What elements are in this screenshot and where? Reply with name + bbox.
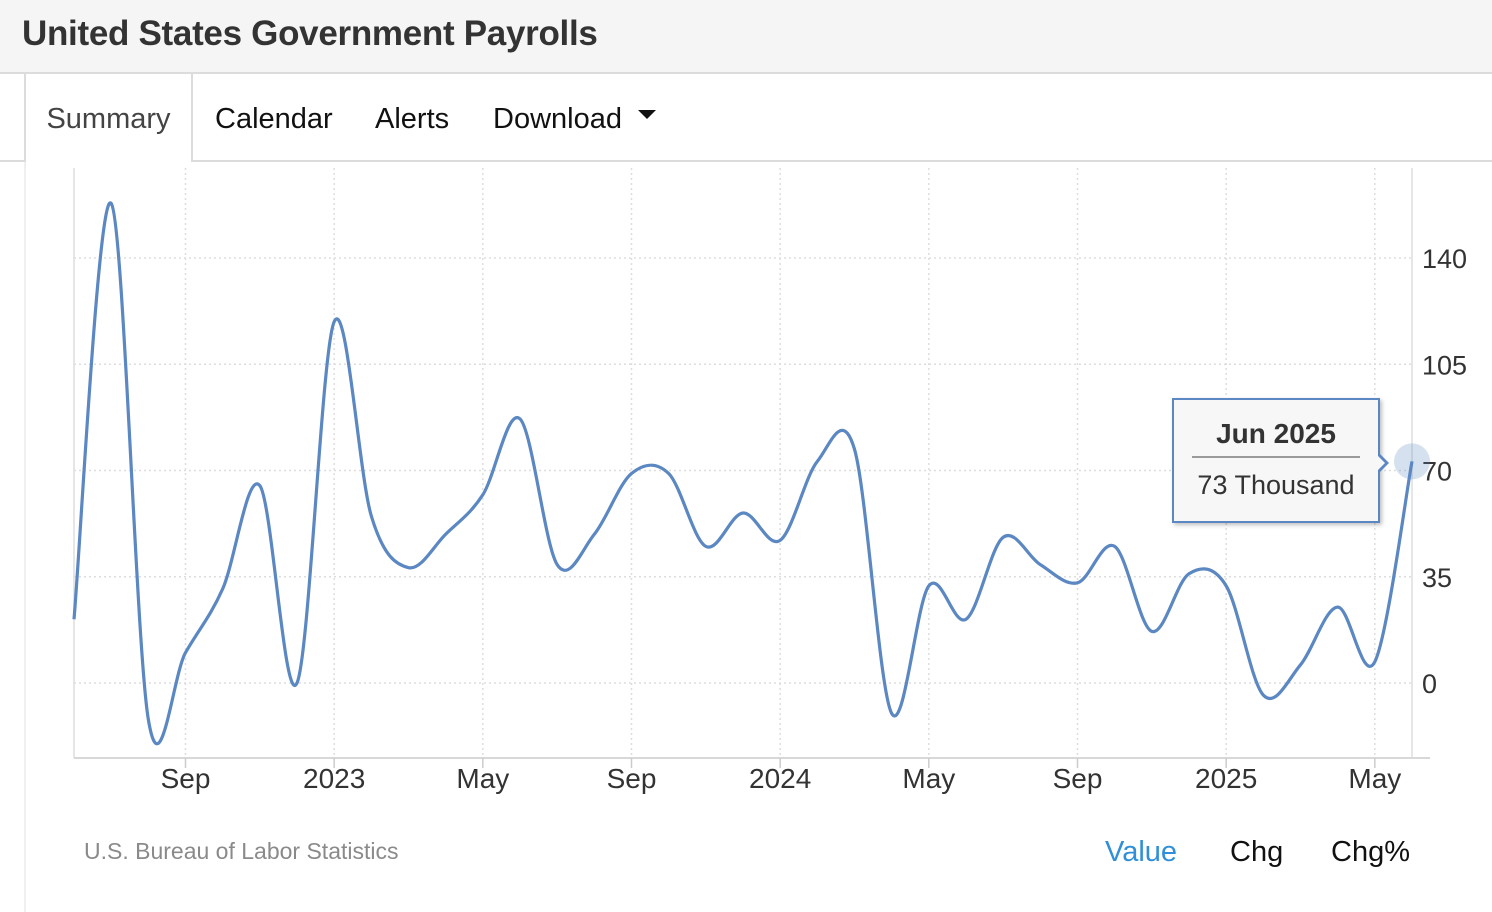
x-tick-label: May: [1348, 763, 1401, 794]
data-point: [1260, 692, 1266, 698]
tab-divider: [193, 160, 1492, 162]
data-point: [257, 483, 263, 489]
x-tick-label: Sep: [607, 763, 657, 794]
tab-summary[interactable]: Summary: [24, 74, 193, 162]
content-border: [24, 162, 26, 912]
caret-down-icon: [637, 109, 656, 119]
data-source: U.S. Bureau of Labor Statistics: [84, 838, 399, 864]
data-point: [740, 510, 746, 516]
y-tick-label: 105: [1422, 350, 1467, 380]
data-point: [1149, 628, 1155, 634]
data-point: [852, 446, 858, 452]
data-point: [1112, 543, 1118, 549]
data-point: [443, 531, 449, 537]
tab-download[interactable]: Download: [493, 74, 656, 162]
data-point: [814, 458, 820, 464]
data-point: [1075, 580, 1081, 586]
y-tick-label: 140: [1422, 244, 1467, 274]
tooltip-value: 73 Thousand: [1197, 470, 1355, 500]
data-point: [1186, 571, 1192, 577]
data-point: [591, 531, 597, 537]
data-point: [294, 680, 300, 686]
x-tick-label: May: [902, 763, 955, 794]
x-tick-label: Sep: [1053, 763, 1103, 794]
chart-tooltip: Jun 2025 73 Thousand: [1172, 398, 1380, 523]
page-title: United States Government Payrolls: [22, 14, 598, 53]
data-point: [1298, 662, 1304, 668]
data-point: [703, 543, 709, 549]
y-tick-label: 0: [1422, 669, 1437, 699]
data-point: [480, 492, 486, 498]
page-header: United States Government Payrolls: [0, 0, 1492, 74]
data-point: [889, 710, 895, 716]
data-point: [71, 616, 77, 622]
data-point: [666, 471, 672, 477]
data-point: [183, 650, 189, 656]
data-point: [220, 586, 226, 592]
y-tick-label: 35: [1422, 563, 1452, 593]
x-tick-label: 2024: [749, 763, 811, 794]
x-tick-label: 2023: [303, 763, 365, 794]
x-tick-label: Sep: [161, 763, 211, 794]
data-point: [368, 513, 374, 519]
tab-download-label: Download: [493, 103, 622, 135]
data-point: [331, 319, 337, 325]
data-point: [1223, 583, 1229, 589]
tooltip-title: Jun 2025: [1192, 418, 1360, 458]
data-point: [554, 562, 560, 568]
x-tick-label: 2025: [1195, 763, 1257, 794]
hover-point-halo: [1394, 443, 1430, 480]
data-point: [777, 537, 783, 543]
data-point: [1037, 562, 1043, 568]
mode-value-button[interactable]: Value: [1105, 836, 1178, 868]
data-point: [406, 565, 412, 571]
tab-divider: [0, 160, 24, 162]
tab-calendar[interactable]: Calendar: [215, 103, 333, 135]
x-tick-label: May: [456, 763, 509, 794]
data-point: [108, 200, 114, 206]
data-point: [926, 583, 932, 589]
series-line: [72, 201, 1414, 745]
data-point: [1000, 534, 1006, 540]
data-point: [629, 471, 635, 477]
tab-bar: Summary Calendar Alerts Download: [0, 74, 1492, 162]
data-point: [1372, 659, 1378, 665]
mode-chg-button[interactable]: Chg: [1230, 836, 1284, 868]
tooltip-pointer-fill: [1376, 454, 1385, 472]
data-point: [145, 716, 151, 722]
data-point: [517, 416, 523, 422]
data-point: [1335, 604, 1341, 610]
tab-alerts[interactable]: Alerts: [375, 103, 450, 135]
mode-chg-percent-button[interactable]: Chg%: [1331, 836, 1410, 868]
data-point: [963, 616, 969, 622]
y-tick-label: 70: [1422, 457, 1452, 487]
